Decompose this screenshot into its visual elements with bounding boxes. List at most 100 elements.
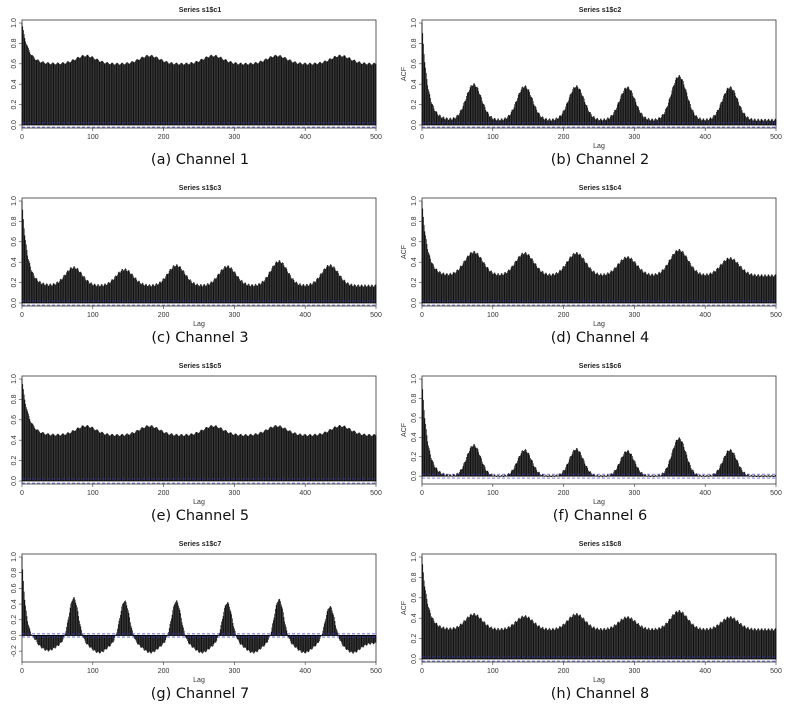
x-tick-label: 100 bbox=[487, 668, 499, 675]
y-tick-label: 0.6 bbox=[11, 583, 18, 593]
acf-bars bbox=[421, 379, 777, 478]
subfigure-caption: (f) Channel 6 bbox=[552, 508, 648, 524]
y-tick-label: 0.2 bbox=[11, 100, 18, 110]
y-tick-label: 0.2 bbox=[411, 278, 418, 288]
chart-panel: Series s1$c1 0 100 200 300 400 500 0.0 0.2 0.4 0.6… bbox=[0, 0, 400, 179]
x-tick-label: 200 bbox=[158, 312, 170, 319]
x-tick-label: 300 bbox=[629, 134, 641, 141]
y-tick-label: 0.2 bbox=[11, 456, 18, 466]
x-tick-label: 500 bbox=[370, 668, 382, 675]
acf-bars bbox=[21, 201, 377, 303]
x-tick-label: 300 bbox=[229, 134, 241, 141]
chart-panel: Series s1$c8 0 100 200 300 400 500 0.0 0.2 0.4 0.6… bbox=[400, 534, 800, 713]
chart-title: Series s1$c4 bbox=[579, 185, 622, 192]
x-tick-label: 200 bbox=[158, 490, 170, 497]
x-tick-label: 500 bbox=[370, 490, 382, 497]
chart-panel: Series s1$c3 0 100 200 300 400 500 0.0 0.2 0.4 0.6… bbox=[0, 178, 400, 357]
chart-title: Series s1$c5 bbox=[179, 363, 222, 370]
y-tick-label: 0.0 bbox=[11, 476, 18, 486]
x-tick-label: 200 bbox=[558, 490, 570, 497]
x-tick-label: 0 bbox=[20, 134, 24, 141]
x-tick-label: 400 bbox=[699, 312, 711, 319]
x-tick-label: 400 bbox=[299, 668, 311, 675]
y-axis-label: ACF bbox=[401, 67, 408, 81]
x-tick-label: 100 bbox=[487, 312, 499, 319]
y-tick-label: 0.6 bbox=[411, 237, 418, 247]
x-tick-label: 200 bbox=[558, 134, 570, 141]
chart-title: Series s1$c2 bbox=[579, 7, 622, 14]
x-tick-label: 500 bbox=[770, 490, 782, 497]
chart-panel: Series s1$c6 0 100 200 300 400 500 0.0 0.2 0.4 0.6… bbox=[400, 356, 800, 535]
chart-title: Series s1$c6 bbox=[579, 363, 622, 370]
x-tick-label: 100 bbox=[487, 134, 499, 141]
x-tick-label: 0 bbox=[420, 490, 424, 497]
y-tick-label: 0.4 bbox=[411, 257, 418, 267]
acf-plot: Series s1$c5 0 100 200 300 400 500 0.0 0.2 0.4 0.6… bbox=[11, 363, 382, 506]
subfigure-caption: (a) Channel 1 bbox=[150, 152, 250, 168]
y-tick-label: 0.8 bbox=[11, 394, 18, 404]
x-tick-label: 400 bbox=[299, 490, 311, 497]
x-axis-label: Lag bbox=[593, 143, 605, 150]
x-tick-label: 400 bbox=[299, 134, 311, 141]
y-tick-label: -0.2 bbox=[11, 645, 18, 657]
x-axis-label: Lag bbox=[593, 677, 605, 684]
chart-panel: Series s1$c7 0 100 200 300 400 500 -0.2 0.0 0.2 0.… bbox=[0, 534, 400, 713]
y-tick-label: 0.0 bbox=[411, 654, 418, 664]
y-tick-label: 0.0 bbox=[11, 298, 18, 308]
y-tick-label: 0.4 bbox=[11, 257, 18, 267]
acf-bars bbox=[421, 557, 777, 659]
x-tick-label: 100 bbox=[87, 312, 99, 319]
x-tick-label: 200 bbox=[158, 134, 170, 141]
y-tick-label: 0.8 bbox=[411, 38, 418, 48]
acf-plot: Series s1$c4 0 100 200 300 400 500 0.0 0.2 0.4 0.6… bbox=[401, 185, 782, 328]
acf-plot: Series s1$c1 0 100 200 300 400 500 0.0 0.2 0.4 0.6… bbox=[11, 7, 382, 141]
x-tick-label: 500 bbox=[370, 134, 382, 141]
y-tick-label: 0.8 bbox=[411, 216, 418, 226]
subfigure-caption: (g) Channel 7 bbox=[150, 686, 250, 702]
x-tick-label: 0 bbox=[420, 134, 424, 141]
acf-plot: Series s1$c3 0 100 200 300 400 500 0.0 0.2 0.4 0.6… bbox=[11, 185, 382, 328]
y-tick-label: 0.0 bbox=[11, 120, 18, 130]
y-tick-label: 0.8 bbox=[11, 38, 18, 48]
y-tick-label: 1.0 bbox=[411, 374, 418, 384]
y-tick-label: 1.0 bbox=[11, 196, 18, 206]
chart-panel: Series s1$c2 0 100 200 300 400 500 0.0 0.2 0.4 0.6… bbox=[400, 0, 800, 179]
y-tick-label: 0.0 bbox=[11, 630, 18, 640]
x-tick-label: 500 bbox=[770, 312, 782, 319]
x-tick-label: 300 bbox=[629, 490, 641, 497]
acf-plot: Series s1$c7 0 100 200 300 400 500 -0.2 0.0 0.2 0.… bbox=[11, 541, 382, 684]
x-tick-label: 100 bbox=[87, 134, 99, 141]
x-axis-label: Lag bbox=[193, 677, 205, 684]
y-tick-label: 0.0 bbox=[411, 120, 418, 130]
x-axis-label: Lag bbox=[593, 499, 605, 506]
x-tick-label: 500 bbox=[770, 668, 782, 675]
acf-bars bbox=[21, 23, 377, 125]
y-tick-label: 0.8 bbox=[411, 393, 418, 403]
subfigure-caption: (b) Channel 2 bbox=[550, 152, 650, 168]
subfigure-caption: (e) Channel 5 bbox=[150, 508, 250, 524]
x-tick-label: 200 bbox=[558, 312, 570, 319]
y-tick-label: 0.6 bbox=[411, 593, 418, 603]
x-tick-label: 0 bbox=[20, 312, 24, 319]
acf-bars bbox=[21, 557, 377, 654]
x-axis-label: Lag bbox=[193, 499, 205, 506]
y-tick-label: 0.2 bbox=[411, 634, 418, 644]
x-axis-label: Lag bbox=[593, 321, 605, 328]
x-tick-label: 400 bbox=[299, 312, 311, 319]
y-tick-label: 0.4 bbox=[11, 435, 18, 445]
y-tick-label: 0.4 bbox=[411, 432, 418, 442]
y-tick-label: 0.6 bbox=[11, 59, 18, 69]
subfigure-caption: (d) Channel 4 bbox=[550, 330, 650, 346]
y-tick-label: 0.6 bbox=[411, 413, 418, 423]
chart-title: Series s1$c8 bbox=[579, 541, 622, 548]
x-tick-label: 200 bbox=[158, 668, 170, 675]
y-tick-label: 1.0 bbox=[11, 552, 18, 562]
y-tick-label: 0.2 bbox=[411, 452, 418, 462]
y-tick-label: 0.6 bbox=[411, 59, 418, 69]
x-tick-label: 500 bbox=[370, 312, 382, 319]
x-tick-label: 200 bbox=[558, 668, 570, 675]
y-tick-label: 1.0 bbox=[11, 18, 18, 28]
y-tick-label: 1.0 bbox=[11, 374, 18, 384]
acf-bars bbox=[421, 23, 777, 125]
x-tick-label: 0 bbox=[420, 668, 424, 675]
